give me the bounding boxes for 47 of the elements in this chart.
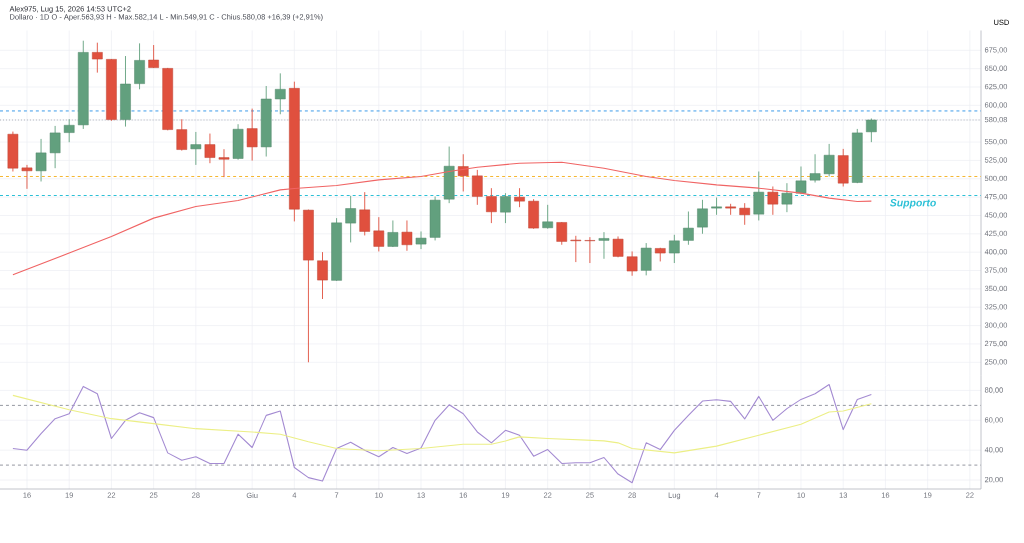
- candlestick: [345, 195, 356, 243]
- candlestick: [472, 169, 483, 206]
- candlestick: [49, 125, 61, 169]
- candlestick: [781, 182, 793, 213]
- candlestick: [683, 211, 694, 246]
- candlestick: [486, 187, 497, 224]
- ref-line-label: Supporto: [889, 199, 936, 209]
- candlestick: [274, 72, 286, 115]
- candlestick: [711, 197, 722, 216]
- candlestick: [218, 148, 230, 178]
- candlestick: [148, 44, 159, 69]
- candlestick: [767, 186, 779, 216]
- candlestick: [669, 234, 680, 264]
- candlestick: [317, 251, 328, 300]
- candlestick: [542, 204, 553, 230]
- candlestick: [176, 118, 188, 152]
- candlestick: [809, 153, 821, 183]
- candlestick: [598, 231, 610, 260]
- candlestick: [556, 221, 568, 246]
- candlestick: [640, 242, 652, 276]
- candlestick: [415, 231, 427, 250]
- candlestick: [359, 191, 371, 236]
- candlestick: [134, 42, 145, 90]
- candlestick: [626, 251, 638, 277]
- candlestick: [387, 220, 399, 248]
- candlestick: [739, 202, 751, 226]
- candlestick: [866, 118, 877, 143]
- candlestick: [63, 118, 75, 143]
- candlestick: [795, 166, 807, 195]
- candlestick: [35, 138, 47, 182]
- candlestick: [514, 187, 525, 208]
- candlestick: [204, 133, 216, 164]
- candlestick: [21, 164, 33, 190]
- candlestick: [697, 199, 708, 235]
- candlestick: [401, 220, 413, 252]
- candlestick: [500, 192, 511, 224]
- candlestick: [373, 216, 385, 252]
- line-series: [12, 161, 872, 276]
- candlestick: [190, 131, 202, 166]
- candlestick: [753, 171, 765, 221]
- candlestick: [584, 236, 596, 264]
- candlestick: [246, 108, 258, 162]
- line-series: [12, 383, 872, 484]
- candlestick: [92, 42, 103, 74]
- candlestick: [570, 235, 582, 263]
- candlestick: [823, 143, 835, 177]
- line-series: [12, 394, 872, 454]
